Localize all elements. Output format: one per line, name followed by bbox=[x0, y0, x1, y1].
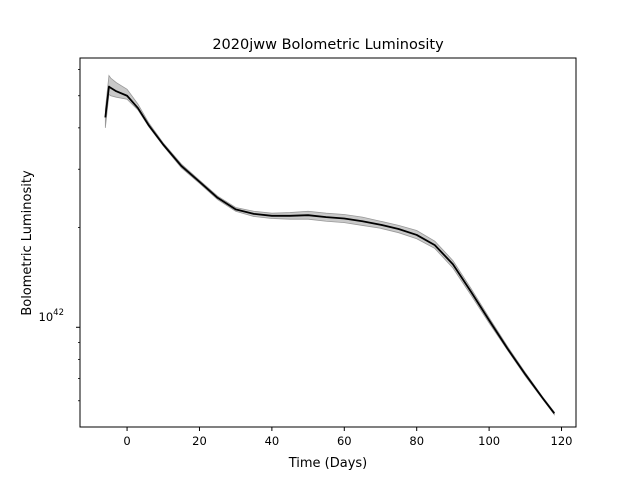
x-tick-label: 20 bbox=[192, 434, 207, 448]
y-tick-label-base: 10 bbox=[39, 310, 54, 324]
y-tick-label: 1042 bbox=[39, 308, 64, 324]
plot-area-frame bbox=[79, 57, 577, 428]
x-axis-ticks: 0 20 40 60 80 100 120 bbox=[123, 427, 572, 448]
x-tick-label: 40 bbox=[265, 434, 280, 448]
uncertainty-band bbox=[104, 74, 555, 416]
x-tick-label: 60 bbox=[337, 434, 352, 448]
uncertainty-band-layer bbox=[104, 74, 555, 416]
x-tick-label: 80 bbox=[409, 434, 424, 448]
x-tick-label: 0 bbox=[123, 434, 130, 448]
x-tick-label: 120 bbox=[551, 434, 573, 448]
x-axis-label: Time (Days) bbox=[288, 456, 368, 471]
y-axis-label: Bolometric Luminosity bbox=[20, 170, 35, 316]
y-tick-label-exponent: 42 bbox=[53, 308, 64, 318]
series-line-layer bbox=[104, 85, 555, 414]
luminosity-line bbox=[104, 85, 555, 414]
x-tick-label: 100 bbox=[478, 434, 500, 448]
chart-title: 2020jww Bolometric Luminosity bbox=[212, 37, 444, 53]
